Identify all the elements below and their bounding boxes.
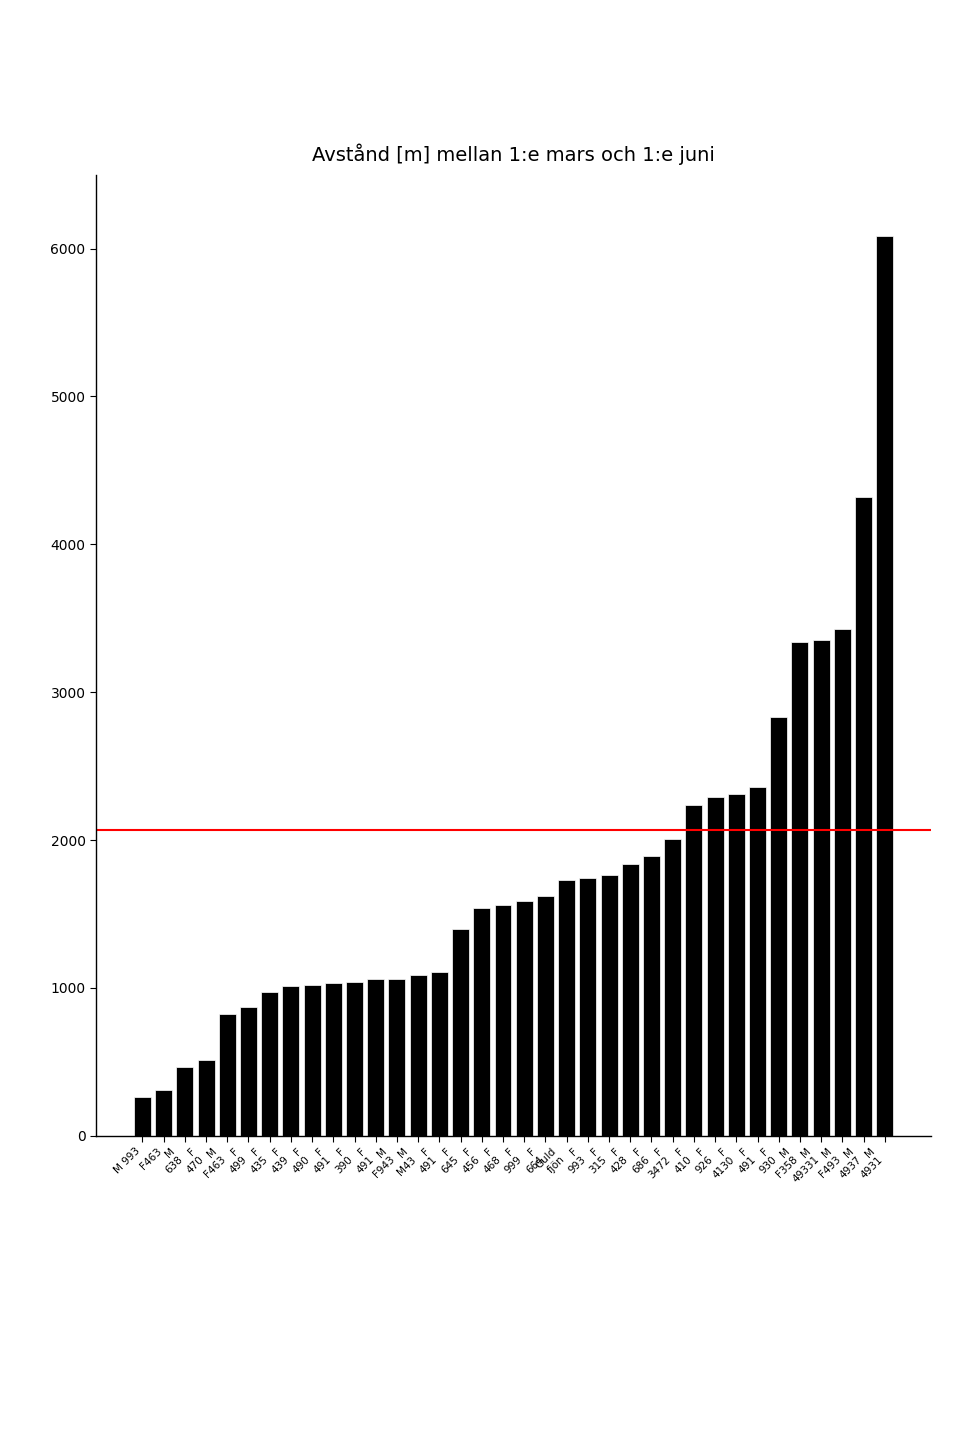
Bar	[813, 641, 829, 1136]
Bar	[261, 992, 278, 1136]
Bar	[368, 978, 384, 1136]
Bar	[389, 978, 405, 1136]
Bar	[452, 929, 469, 1136]
Bar	[770, 718, 787, 1136]
Bar	[876, 236, 893, 1136]
Bar	[303, 984, 321, 1136]
Bar	[601, 875, 617, 1136]
Bar	[579, 878, 596, 1136]
Bar	[134, 1098, 151, 1136]
Bar	[855, 496, 872, 1136]
Bar	[177, 1067, 193, 1136]
Bar	[198, 1060, 214, 1136]
Bar	[558, 879, 575, 1136]
Bar	[219, 1015, 236, 1136]
Bar	[664, 839, 682, 1136]
Bar	[537, 897, 554, 1136]
Bar	[643, 856, 660, 1136]
Title: Avstånd [m] mellan 1:e mars och 1:e juni: Avstånd [m] mellan 1:e mars och 1:e juni	[312, 143, 715, 165]
Bar	[728, 794, 745, 1136]
Bar	[431, 971, 448, 1136]
Bar	[240, 1008, 257, 1136]
Bar	[346, 981, 363, 1136]
Bar	[622, 863, 638, 1136]
Bar	[516, 901, 533, 1136]
Bar	[494, 906, 512, 1136]
Bar	[282, 986, 300, 1136]
Bar	[473, 909, 491, 1136]
Bar	[324, 983, 342, 1136]
Bar	[156, 1091, 172, 1136]
Bar	[685, 805, 703, 1136]
Bar	[834, 629, 851, 1136]
Bar	[410, 974, 426, 1136]
Bar	[791, 642, 808, 1136]
Bar	[707, 796, 724, 1136]
Bar	[749, 786, 766, 1136]
